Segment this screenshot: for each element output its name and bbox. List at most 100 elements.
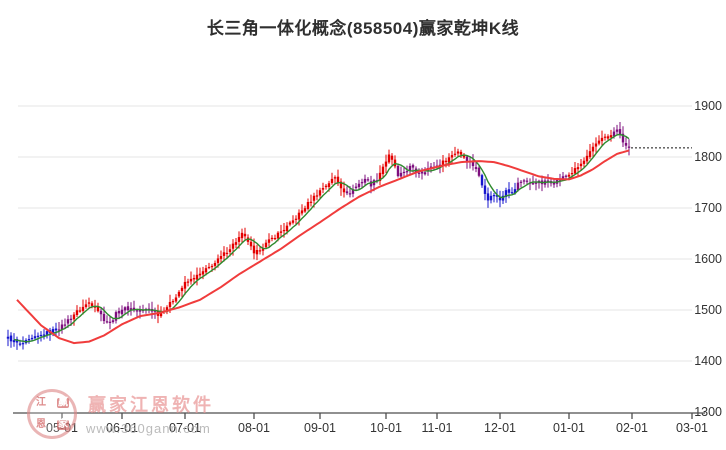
candle	[564, 174, 568, 179]
candle	[378, 165, 382, 186]
candle	[240, 228, 244, 243]
candle	[129, 302, 133, 316]
candle	[9, 332, 13, 348]
candle	[546, 174, 550, 188]
candle	[54, 322, 58, 337]
candle	[615, 124, 619, 136]
candle	[42, 329, 46, 340]
candle	[489, 191, 493, 204]
y-tick-label: 1600	[694, 252, 722, 266]
candle	[537, 179, 541, 189]
candle	[258, 246, 262, 255]
candle	[189, 271, 193, 285]
candle	[324, 183, 328, 190]
candle	[480, 173, 484, 188]
candle	[291, 215, 295, 225]
candle	[195, 267, 199, 286]
candle	[339, 178, 343, 196]
candle	[141, 304, 145, 314]
x-tick-label: 09-01	[304, 421, 336, 435]
candle	[63, 318, 67, 329]
candle	[366, 177, 370, 182]
candle	[627, 139, 631, 156]
x-tick-label: 02-01	[616, 421, 648, 435]
candle	[330, 172, 334, 185]
candle	[123, 306, 127, 314]
candle	[351, 184, 355, 198]
candle	[603, 133, 607, 141]
candle	[486, 187, 490, 208]
candle	[624, 137, 628, 150]
candle	[309, 194, 313, 207]
candle	[126, 301, 130, 316]
candle	[144, 307, 148, 314]
candle	[288, 220, 292, 227]
y-tick-label: 1800	[694, 150, 722, 164]
candle	[585, 149, 589, 164]
candle	[33, 329, 37, 340]
candle	[96, 302, 100, 313]
candle	[381, 163, 385, 179]
y-tick-label: 1400	[694, 354, 722, 368]
ma-slow-line	[16, 149, 630, 345]
candle	[180, 285, 184, 298]
candle	[234, 237, 238, 249]
candle	[333, 175, 337, 185]
candle	[207, 262, 211, 270]
candle	[105, 315, 109, 324]
candle	[222, 246, 226, 262]
candle	[492, 192, 496, 203]
candle	[57, 321, 61, 337]
candle	[522, 178, 526, 185]
candle	[174, 294, 178, 303]
candle	[225, 247, 229, 258]
candle	[183, 275, 187, 295]
x-tick-label: 11-01	[421, 421, 452, 435]
candle	[75, 305, 79, 317]
candle	[186, 278, 190, 287]
candle	[399, 166, 403, 179]
candle	[306, 198, 310, 211]
candle	[600, 130, 604, 147]
candle	[279, 224, 283, 237]
candle	[588, 144, 592, 160]
candle	[498, 190, 502, 208]
candle	[114, 310, 118, 324]
candle	[495, 189, 499, 203]
candle	[453, 146, 457, 157]
candle	[459, 149, 463, 159]
x-tick-label: 07-01	[169, 421, 201, 435]
candle	[606, 134, 610, 140]
candle	[78, 306, 82, 313]
candle	[177, 290, 181, 298]
candle	[591, 142, 595, 157]
chart-title: 长三角一体化概念(858504)赢家乾坤K线	[206, 19, 520, 38]
candle	[396, 164, 400, 178]
x-tick-label: 05-01	[46, 421, 78, 435]
candle	[84, 299, 88, 309]
candle	[192, 274, 196, 283]
candles-layer	[6, 121, 631, 350]
candle	[108, 316, 112, 330]
y-tick-label: 1300	[694, 405, 722, 419]
candle	[408, 163, 412, 176]
candle	[384, 154, 388, 174]
candle	[300, 204, 304, 216]
candle	[354, 183, 358, 190]
candle	[441, 154, 445, 173]
candle	[87, 297, 91, 308]
candle	[165, 305, 169, 315]
y-tick-label: 1900	[694, 99, 722, 113]
candle	[72, 312, 76, 326]
candle	[6, 329, 10, 347]
candle	[198, 267, 202, 279]
candle	[579, 158, 583, 171]
ma-fast-line	[13, 133, 630, 343]
x-tick-label: 08-01	[238, 421, 270, 435]
candle	[597, 135, 601, 146]
candle	[402, 167, 406, 177]
candle	[27, 334, 31, 344]
candle	[390, 153, 394, 165]
